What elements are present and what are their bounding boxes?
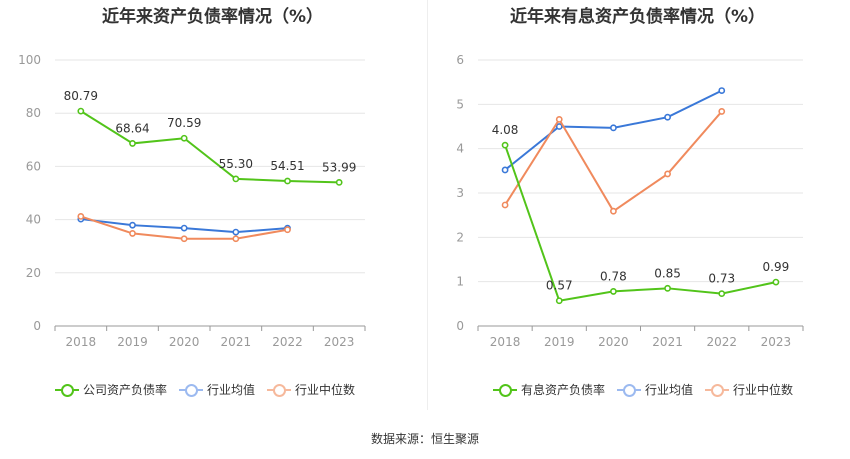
y-tick-label: 0 xyxy=(33,319,41,333)
data-point xyxy=(555,116,563,123)
data-label: 0.85 xyxy=(654,266,681,280)
data-label: 70.59 xyxy=(167,116,201,130)
x-tick-label: 2023 xyxy=(324,335,355,349)
data-point xyxy=(180,235,188,243)
data-point xyxy=(501,201,509,209)
legend-debt-ratio: 公司资产负债率 行业均值 行业中位数 xyxy=(55,381,367,398)
legend-interest-debt-ratio: 有息资产负债率 行业均值 行业中位数 xyxy=(493,381,805,398)
data-point xyxy=(232,175,240,183)
legend-marker-green-icon xyxy=(55,383,79,397)
data-point xyxy=(610,124,617,132)
legend-item-interest-debt[interactable]: 有息资产负债率 xyxy=(493,381,605,398)
data-label: 0.57 xyxy=(546,279,573,293)
x-tick-label: 2018 xyxy=(66,335,97,349)
x-tick-label: 2021 xyxy=(221,335,252,349)
data-label: 0.73 xyxy=(708,272,735,286)
y-tick-label: 4 xyxy=(456,142,464,156)
y-tick-label: 80 xyxy=(26,106,41,120)
data-point xyxy=(335,178,343,186)
y-tick-label: 0 xyxy=(456,319,464,333)
data-point xyxy=(129,221,136,229)
y-tick-label: 20 xyxy=(26,266,41,280)
data-point xyxy=(180,224,188,232)
data-point xyxy=(772,278,780,286)
chart-title-debt-ratio: 近年来资产负债率情况（%） xyxy=(101,7,324,27)
legend-label: 有息资产负债率 xyxy=(521,383,606,397)
x-tick-label: 2021 xyxy=(652,335,683,349)
legend-item-company[interactable]: 公司资产负债率 xyxy=(55,381,167,398)
legend-item-industry-median[interactable]: 行业中位数 xyxy=(705,381,793,398)
legend-item-industry-avg[interactable]: 行业均值 xyxy=(617,381,693,398)
x-tick-label: 2022 xyxy=(272,335,303,349)
debt-ratio-chart: 0 20 40 60 80 100 2018 2019 2020 2021 2022 2023 80.7… xyxy=(18,53,366,349)
data-label: 68.64 xyxy=(115,121,149,135)
data-point xyxy=(180,134,188,142)
x-tick-label: 2022 xyxy=(706,335,737,349)
data-point xyxy=(664,170,671,178)
data-point xyxy=(610,207,617,215)
legend-label: 行业中位数 xyxy=(295,383,356,397)
y-tick-label: 3 xyxy=(456,186,464,200)
chart-divider xyxy=(427,0,428,410)
data-point xyxy=(718,108,726,115)
data-point xyxy=(284,177,291,185)
legend-marker-blue-icon xyxy=(617,383,642,397)
data-point xyxy=(664,284,671,292)
x-tick-label: 2020 xyxy=(598,335,629,349)
data-point xyxy=(129,140,136,147)
data-label: 0.78 xyxy=(600,269,627,283)
x-tick-label: 2023 xyxy=(761,335,792,349)
legend-marker-blue-icon xyxy=(179,383,204,397)
y-tick-label: 2 xyxy=(456,230,464,244)
x-tick-label: 2020 xyxy=(169,335,200,349)
y-tick-label: 100 xyxy=(18,53,41,67)
data-point xyxy=(77,213,85,220)
legend-label: 行业均值 xyxy=(207,383,256,397)
data-label: 0.99 xyxy=(763,260,790,274)
x-tick-label: 2018 xyxy=(490,335,521,349)
legend-item-industry-avg[interactable]: 行业均值 xyxy=(179,381,255,398)
data-point xyxy=(664,113,671,121)
data-point xyxy=(718,290,726,298)
x-tick-label: 2019 xyxy=(544,335,575,349)
legend-marker-orange-icon xyxy=(267,383,292,397)
data-label: 54.51 xyxy=(270,159,304,173)
legend-marker-green-icon xyxy=(493,383,517,397)
x-tick-label: 2019 xyxy=(117,335,148,349)
legend-item-industry-median[interactable]: 行业中位数 xyxy=(267,381,355,398)
data-point xyxy=(610,288,617,295)
data-source-note: 数据来源：恒生聚源 xyxy=(370,432,479,446)
data-point xyxy=(555,297,563,305)
data-point xyxy=(232,228,240,236)
data-point xyxy=(284,226,291,234)
data-label: 53.99 xyxy=(322,160,356,174)
data-label: 55.30 xyxy=(219,157,253,171)
legend-label: 公司资产负债率 xyxy=(83,383,168,397)
data-point xyxy=(501,141,509,149)
data-point xyxy=(501,166,509,174)
y-tick-label: 5 xyxy=(456,97,464,111)
legend-marker-orange-icon xyxy=(705,383,730,397)
data-point xyxy=(232,235,240,243)
series-line xyxy=(504,144,777,302)
legend-label: 行业均值 xyxy=(645,383,694,397)
data-label: 4.08 xyxy=(492,123,519,137)
y-tick-label: 1 xyxy=(456,275,464,289)
data-point xyxy=(129,230,136,237)
legend-label: 行业中位数 xyxy=(733,383,794,397)
data-point xyxy=(718,87,726,94)
data-label: 80.79 xyxy=(64,89,98,103)
data-point xyxy=(77,107,85,115)
chart-title-interest-debt-ratio: 近年来有息资产负债率情况（%） xyxy=(509,7,766,27)
interest-debt-ratio-chart: 0 1 2 3 4 5 6 2018 2019 2020 2021 2022 2023 4.08 0.57 0… xyxy=(456,53,804,349)
series-line xyxy=(80,110,340,184)
data-point xyxy=(555,123,563,130)
y-tick-label: 40 xyxy=(26,213,41,227)
y-tick-label: 6 xyxy=(456,53,464,67)
y-tick-label: 60 xyxy=(26,159,41,173)
